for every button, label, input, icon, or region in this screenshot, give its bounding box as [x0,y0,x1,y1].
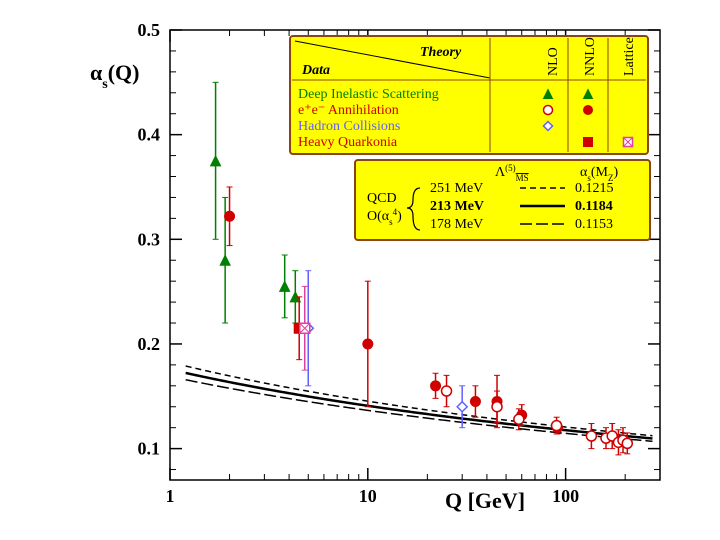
alpha-s-running-plot: 1 10 100 0.1 0.2 0.3 0.4 0.5 αs(Q) Q [GeV] Data The… [0,0,720,540]
svg-text:213 MeV: 213 MeV [430,199,484,214]
series-dis-nlo [211,82,301,323]
svg-text:Data: Data [301,63,330,78]
svg-text:178 MeV: 178 MeV [430,217,483,232]
svg-text:0.5: 0.5 [138,20,161,40]
chart-container: 1 10 100 0.1 0.2 0.3 0.4 0.5 αs(Q) Q [GeV] Data The… [0,0,720,540]
svg-text:Lattice: Lattice [622,37,637,76]
svg-text:251 MeV: 251 MeV [430,181,483,196]
svg-text:0.3: 0.3 [138,229,161,249]
svg-text:Theory: Theory [420,45,462,60]
svg-text:10: 10 [359,486,377,506]
curve-upper-dashed [186,366,653,436]
svg-text:QCD: QCD [367,191,397,206]
svg-text:αs(Q): αs(Q) [90,60,140,92]
svg-text:NLO: NLO [546,47,561,76]
svg-text:1: 1 [166,486,175,506]
svg-text:e⁺e⁻ Annihilation: e⁺e⁻ Annihilation [298,103,399,118]
svg-text:Heavy Quarkonia: Heavy Quarkonia [298,135,398,150]
svg-text:NNLO: NNLO [583,37,598,76]
svg-text:100: 100 [552,486,579,506]
svg-text:Deep Inelastic Scattering: Deep Inelastic Scattering [298,87,439,102]
svg-text:0.1215: 0.1215 [575,181,614,196]
svg-text:0.1153: 0.1153 [575,217,613,232]
x-axis-label: Q [GeV] [445,488,525,513]
series-ee-nlo-open [442,375,633,455]
svg-text:0.4: 0.4 [138,125,161,145]
svg-text:Hadron Collisions: Hadron Collisions [298,119,400,134]
svg-text:0.1184: 0.1184 [575,199,613,214]
y-axis-label: αs(Q) [90,60,140,92]
svg-text:0.1: 0.1 [138,439,161,459]
svg-text:0.2: 0.2 [138,334,161,354]
